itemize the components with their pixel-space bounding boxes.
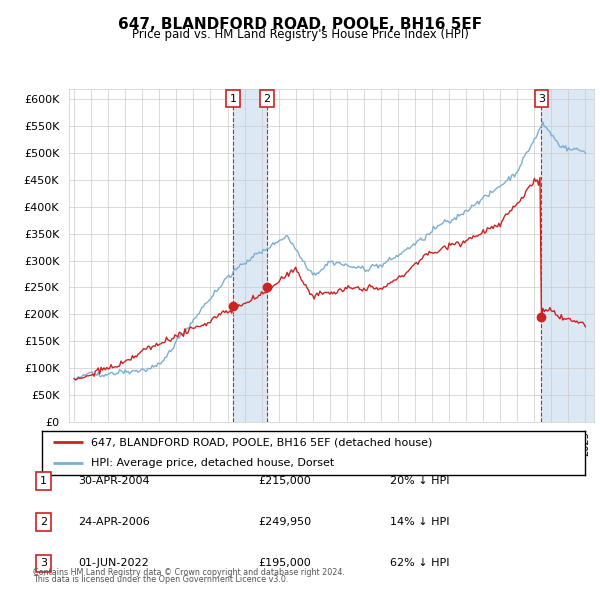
Text: 2: 2 xyxy=(40,517,47,527)
Text: 20% ↓ HPI: 20% ↓ HPI xyxy=(390,476,449,486)
Text: 3: 3 xyxy=(538,93,545,103)
Text: 30-APR-2004: 30-APR-2004 xyxy=(78,476,149,486)
Text: £195,000: £195,000 xyxy=(258,559,311,568)
Bar xyxy=(541,88,594,422)
Text: Contains HM Land Registry data © Crown copyright and database right 2024.: Contains HM Land Registry data © Crown c… xyxy=(33,568,345,577)
Text: 1: 1 xyxy=(40,476,47,486)
Text: Price paid vs. HM Land Registry's House Price Index (HPI): Price paid vs. HM Land Registry's House … xyxy=(131,28,469,41)
Text: HPI: Average price, detached house, Dorset: HPI: Average price, detached house, Dors… xyxy=(91,458,334,468)
Text: This data is licensed under the Open Government Licence v3.0.: This data is licensed under the Open Gov… xyxy=(33,575,289,584)
Bar xyxy=(233,88,267,422)
Text: 1: 1 xyxy=(230,93,236,103)
Text: 647, BLANDFORD ROAD, POOLE, BH16 5EF (detached house): 647, BLANDFORD ROAD, POOLE, BH16 5EF (de… xyxy=(91,437,432,447)
Text: 3: 3 xyxy=(40,559,47,568)
Text: 2: 2 xyxy=(263,93,271,103)
Text: 14% ↓ HPI: 14% ↓ HPI xyxy=(390,517,449,527)
Text: 24-APR-2006: 24-APR-2006 xyxy=(78,517,150,527)
Text: 647, BLANDFORD ROAD, POOLE, BH16 5EF: 647, BLANDFORD ROAD, POOLE, BH16 5EF xyxy=(118,17,482,31)
Text: £215,000: £215,000 xyxy=(258,476,311,486)
Text: 01-JUN-2022: 01-JUN-2022 xyxy=(78,559,149,568)
Text: 62% ↓ HPI: 62% ↓ HPI xyxy=(390,559,449,568)
Text: £249,950: £249,950 xyxy=(258,517,311,527)
